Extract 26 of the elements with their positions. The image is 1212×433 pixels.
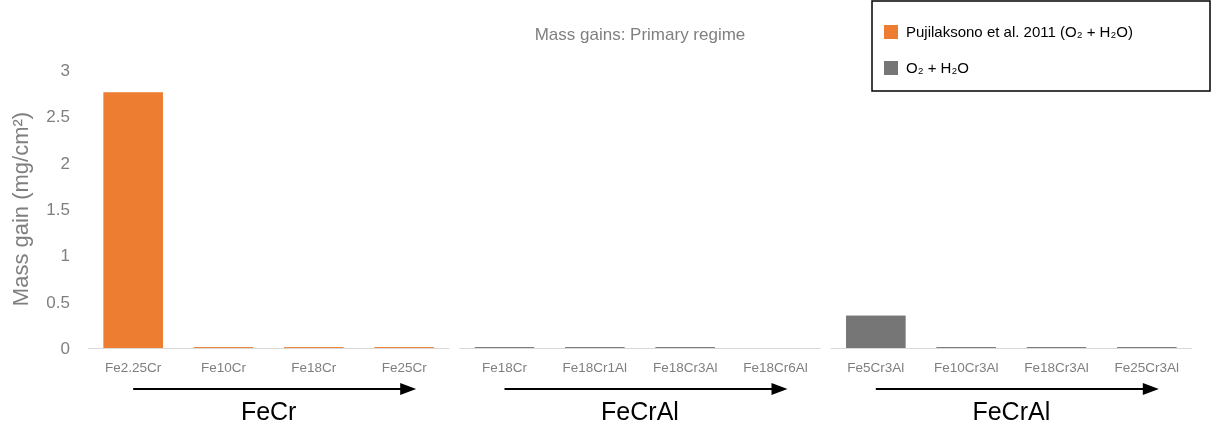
x-tick-label: Fe25Cr3Al	[1114, 359, 1180, 375]
y-tick-label: 1	[60, 246, 70, 266]
y-tick-label: 0	[60, 338, 70, 358]
x-tick-label: Fe2.25Cr	[105, 359, 162, 375]
text: FeCr	[240, 397, 297, 425]
y-tick-label: 1.5	[46, 199, 70, 219]
y-axis-title: Mass gain (mg/cm²)	[8, 111, 33, 307]
y-tick-label: 3	[60, 60, 70, 80]
x-tick-label: Fe10Cr	[200, 359, 247, 375]
y-tick-label: 0.5	[46, 292, 70, 312]
x-tick-label: Fe10Cr3Al	[933, 359, 999, 375]
x-tick-label: Fe18Cr	[291, 359, 337, 375]
legend-label: O₂ + H₂O	[906, 59, 969, 77]
text: FeCrAl	[972, 397, 1051, 425]
x-tick-label: Fe18Cr3Al	[652, 359, 718, 375]
legend-label: Pujilaksono et al. 2011 (O₂ + H₂O)	[906, 23, 1133, 41]
text: FeCrAl	[601, 397, 679, 425]
chart-title: Mass gains: Primary regime	[534, 25, 746, 44]
x-tick-label: Fe5Cr3Al	[847, 359, 905, 375]
x-tick-label: Fe25Cr	[381, 359, 428, 375]
x-tick-label: Fe18Cr	[481, 359, 528, 375]
x-tick-label: Fe18Cr1Al	[562, 359, 628, 375]
y-tick-label: 2.5	[46, 107, 70, 127]
x-tick-label: Fe18Cr6Al	[743, 359, 808, 375]
y-tick-label: 2	[60, 153, 70, 173]
x-tick-label: Fe18Cr3Al	[1024, 359, 1089, 375]
